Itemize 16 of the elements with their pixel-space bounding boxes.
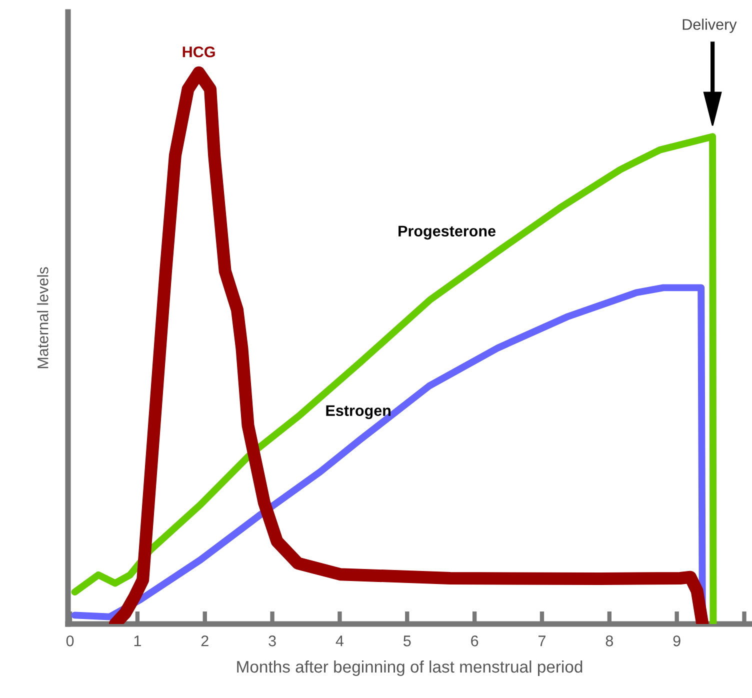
x-tick-label: 9 <box>673 636 680 646</box>
text: Delivery <box>682 18 737 33</box>
x-tick-label: 6 <box>471 636 478 646</box>
series-label: Progesterone <box>398 226 496 240</box>
x-tick-label: 0 <box>66 636 74 646</box>
x-tick-label: 2 <box>201 636 208 646</box>
x-tick-label: 8 <box>606 636 613 646</box>
x-tick-label: 1 <box>134 636 141 646</box>
x-tick-label: 5 <box>404 636 411 646</box>
series-label: HCG <box>182 46 215 58</box>
x-tick-label: 4 <box>336 636 344 646</box>
x-tick-label: 3 <box>268 636 276 646</box>
x-tick-label: 7 <box>538 636 546 646</box>
y-axis-title: Maternal levels <box>37 267 48 368</box>
series-label: Estrogen <box>326 405 390 420</box>
x-axis-title: Months after beginning of last menstrual period <box>237 660 582 676</box>
